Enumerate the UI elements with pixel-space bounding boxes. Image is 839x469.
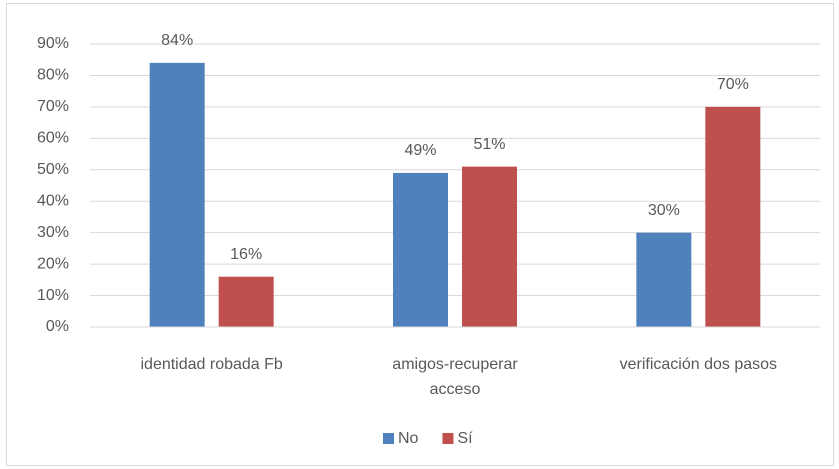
x-tick-label: amigos-recuperar acceso [392, 356, 518, 398]
legend-swatch [442, 433, 454, 444]
bar [393, 172, 448, 327]
bar [218, 276, 274, 327]
y-tick-label: 10% [37, 287, 69, 304]
data-label: 16% [230, 246, 262, 263]
legend-label: Sí [457, 430, 473, 447]
bar [462, 166, 517, 327]
y-tick-label: 60% [37, 130, 69, 147]
data-label: 49% [404, 142, 436, 159]
y-tick-label: 0% [46, 318, 69, 335]
x-tick-label: verificación dos pasos [619, 356, 778, 373]
y-tick-label: 50% [37, 161, 69, 178]
data-label: 30% [648, 202, 680, 219]
data-label: 84% [161, 32, 193, 49]
bar [705, 106, 761, 327]
legend-label: No [398, 430, 419, 447]
bar [636, 232, 692, 327]
x-tick-label: identidad robada Fb [140, 356, 283, 373]
bar [149, 62, 205, 327]
legend-swatch [383, 433, 394, 444]
y-tick-label: 20% [37, 255, 69, 272]
y-tick-label: 80% [37, 67, 69, 84]
data-label: 70% [717, 76, 749, 93]
y-tick-label: 70% [37, 98, 69, 115]
y-tick-label: 30% [37, 224, 69, 241]
data-label: 51% [473, 136, 505, 153]
y-tick-label: 40% [37, 192, 69, 209]
y-tick-label: 90% [37, 35, 69, 52]
